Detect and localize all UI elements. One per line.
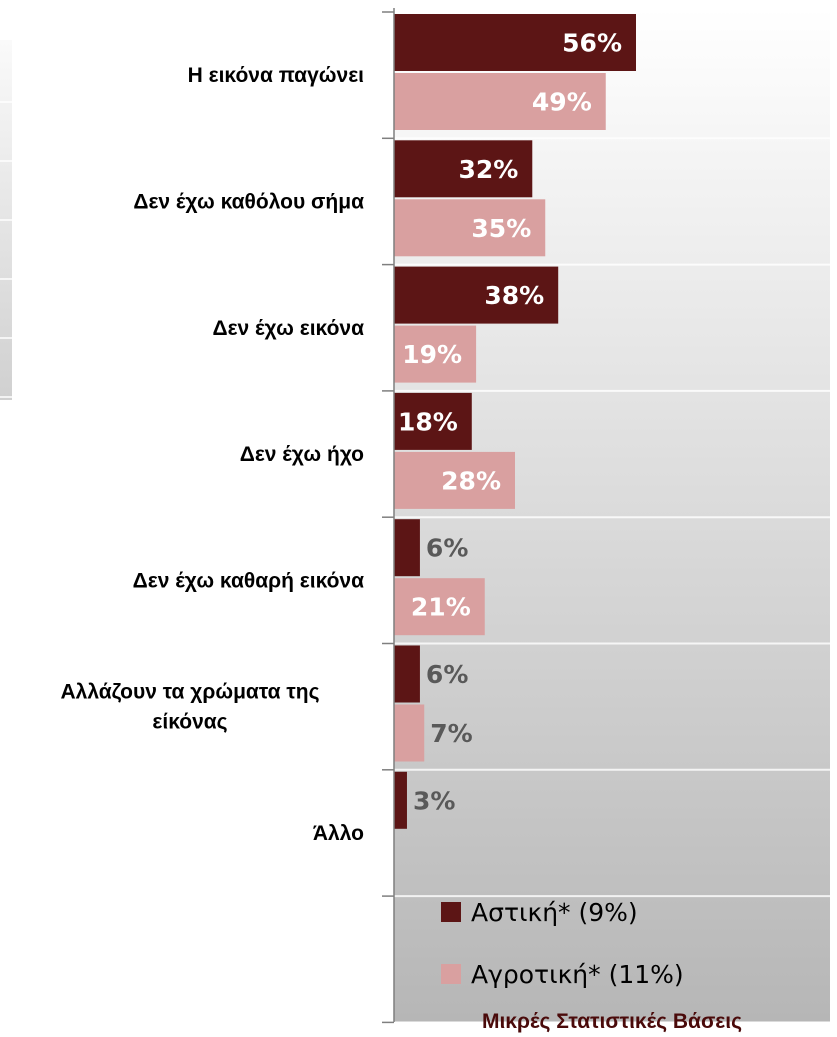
small-base-note: Μικρές Στατιστικές Βάσεις [482, 1010, 742, 1033]
bar-rural [394, 199, 546, 257]
data-label: 21% [411, 593, 471, 622]
data-label: 56% [562, 29, 622, 58]
bar-rural [394, 325, 477, 383]
bar-urban [394, 392, 472, 450]
bar-urban [394, 519, 420, 577]
bar-urban [394, 14, 636, 71]
category-label: είκόνας [152, 711, 227, 734]
data-label: 35% [471, 214, 531, 243]
category-label: Δεν έχω εικόνα [212, 317, 364, 340]
data-label: 6% [426, 534, 468, 563]
value-labels: 56% 49% 32% 35% 38% 19% 18% 28% 6% 21% 6% 7% 3% [398, 29, 622, 816]
category-label: Δεν έχω ήχο [240, 443, 364, 466]
category-label: Άλλο [313, 822, 364, 845]
data-label: 7% [430, 719, 472, 748]
category-label: Δεν έχω καθόλου σήμα [133, 190, 364, 213]
bar-rural [394, 704, 425, 762]
category-labels: Η εικόνα παγώνει Δεν έχω καθόλου σήμα Δεν … [61, 64, 365, 845]
bar-urban [394, 771, 407, 829]
bar-urban [394, 645, 420, 703]
legend: Αστική* (9%) Αγροτική* (11%) Μικρές Στατισ… [441, 898, 742, 1033]
y-axis [382, 8, 395, 1024]
category-label: Αλλάζουν τα χρώματα της [61, 681, 320, 704]
data-label: 18% [398, 407, 458, 436]
data-label: 28% [441, 466, 501, 495]
legend-swatch [441, 964, 461, 984]
bar-urban [394, 266, 559, 324]
bar-rural [394, 451, 515, 509]
legend-label: Αστική* (9%) [471, 898, 638, 927]
data-label: 49% [532, 88, 592, 117]
data-label: 3% [413, 786, 455, 815]
category-label: Δεν έχω καθαρή εικόνα [133, 569, 364, 592]
data-label: 6% [426, 660, 468, 689]
category-separators [0, 11, 830, 1024]
bar-urban [394, 140, 533, 198]
legend-swatch [441, 902, 461, 922]
bars [394, 14, 636, 829]
bar-rural [394, 73, 606, 130]
data-label: 38% [484, 281, 544, 310]
data-label: 32% [458, 155, 518, 184]
data-label: 19% [402, 340, 462, 369]
category-label: Η εικόνα παγώνει [188, 64, 365, 87]
bar-rural [394, 578, 485, 636]
legend-label: Αγροτική* (11%) [471, 960, 684, 989]
